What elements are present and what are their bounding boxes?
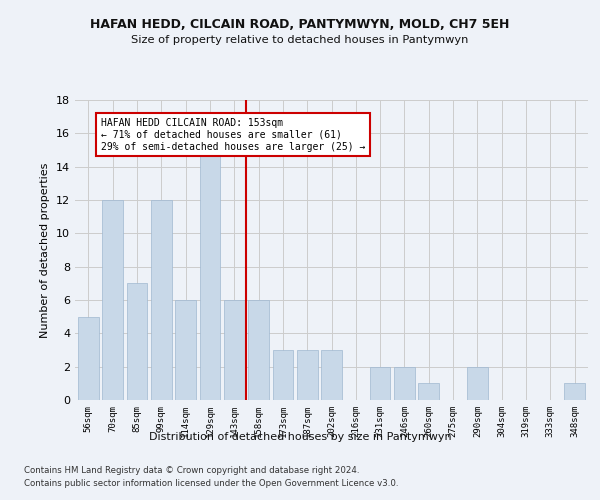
Text: Contains public sector information licensed under the Open Government Licence v3: Contains public sector information licen… bbox=[24, 479, 398, 488]
Bar bbox=[224, 300, 245, 400]
Bar bbox=[200, 150, 220, 400]
Bar bbox=[272, 350, 293, 400]
Text: Contains HM Land Registry data © Crown copyright and database right 2024.: Contains HM Land Registry data © Crown c… bbox=[24, 466, 359, 475]
Text: HAFAN HEDD, CILCAIN ROAD, PANTYMWYN, MOLD, CH7 5EH: HAFAN HEDD, CILCAIN ROAD, PANTYMWYN, MOL… bbox=[91, 18, 509, 30]
Text: Distribution of detached houses by size in Pantymwyn: Distribution of detached houses by size … bbox=[149, 432, 451, 442]
Bar bbox=[418, 384, 439, 400]
Text: Size of property relative to detached houses in Pantymwyn: Size of property relative to detached ho… bbox=[131, 35, 469, 45]
Bar bbox=[78, 316, 99, 400]
Bar bbox=[321, 350, 342, 400]
Bar bbox=[127, 284, 148, 400]
Bar bbox=[175, 300, 196, 400]
Bar bbox=[248, 300, 269, 400]
Bar bbox=[564, 384, 585, 400]
Bar bbox=[297, 350, 317, 400]
Text: HAFAN HEDD CILCAIN ROAD: 153sqm
← 71% of detached houses are smaller (61)
29% of: HAFAN HEDD CILCAIN ROAD: 153sqm ← 71% of… bbox=[101, 118, 365, 152]
Bar bbox=[103, 200, 123, 400]
Y-axis label: Number of detached properties: Number of detached properties bbox=[40, 162, 50, 338]
Bar bbox=[394, 366, 415, 400]
Bar bbox=[467, 366, 488, 400]
Bar bbox=[370, 366, 391, 400]
Bar bbox=[151, 200, 172, 400]
